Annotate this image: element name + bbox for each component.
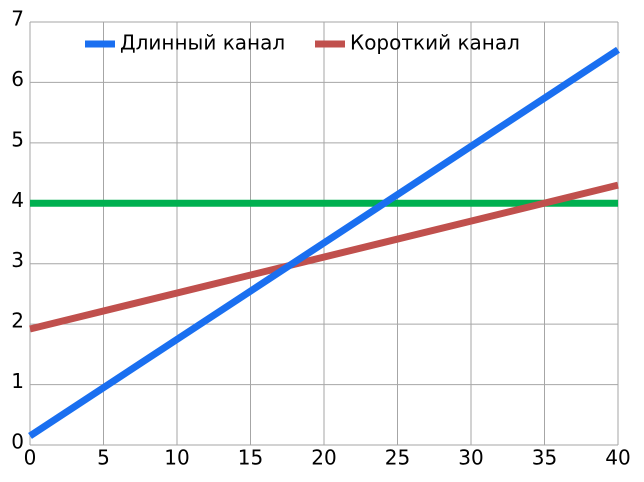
x-tick-label: 10 [164, 446, 189, 470]
y-tick-label: 7 [11, 7, 24, 31]
y-tick-label: 6 [11, 67, 24, 91]
x-tick-label: 25 [385, 446, 410, 470]
legend-label: Длинный канал [120, 31, 285, 55]
y-tick-label: 2 [11, 309, 24, 333]
y-tick-label: 0 [11, 430, 24, 454]
y-tick-label: 3 [11, 248, 24, 272]
legend-label: Короткий канал [350, 31, 520, 55]
x-tick-label: 20 [311, 446, 336, 470]
x-tick-label: 35 [532, 446, 557, 470]
data-line [29, 181, 619, 333]
x-tick-label: 0 [24, 446, 37, 470]
data-line [28, 46, 620, 439]
y-tick-label: 1 [11, 369, 24, 393]
x-tick-label: 30 [458, 446, 483, 470]
y-tick-label: 4 [11, 188, 24, 212]
x-tick-label: 15 [238, 446, 263, 470]
y-tick-label: 5 [11, 127, 24, 151]
x-tick-label: 40 [605, 446, 630, 470]
x-tick-label: 5 [97, 446, 110, 470]
